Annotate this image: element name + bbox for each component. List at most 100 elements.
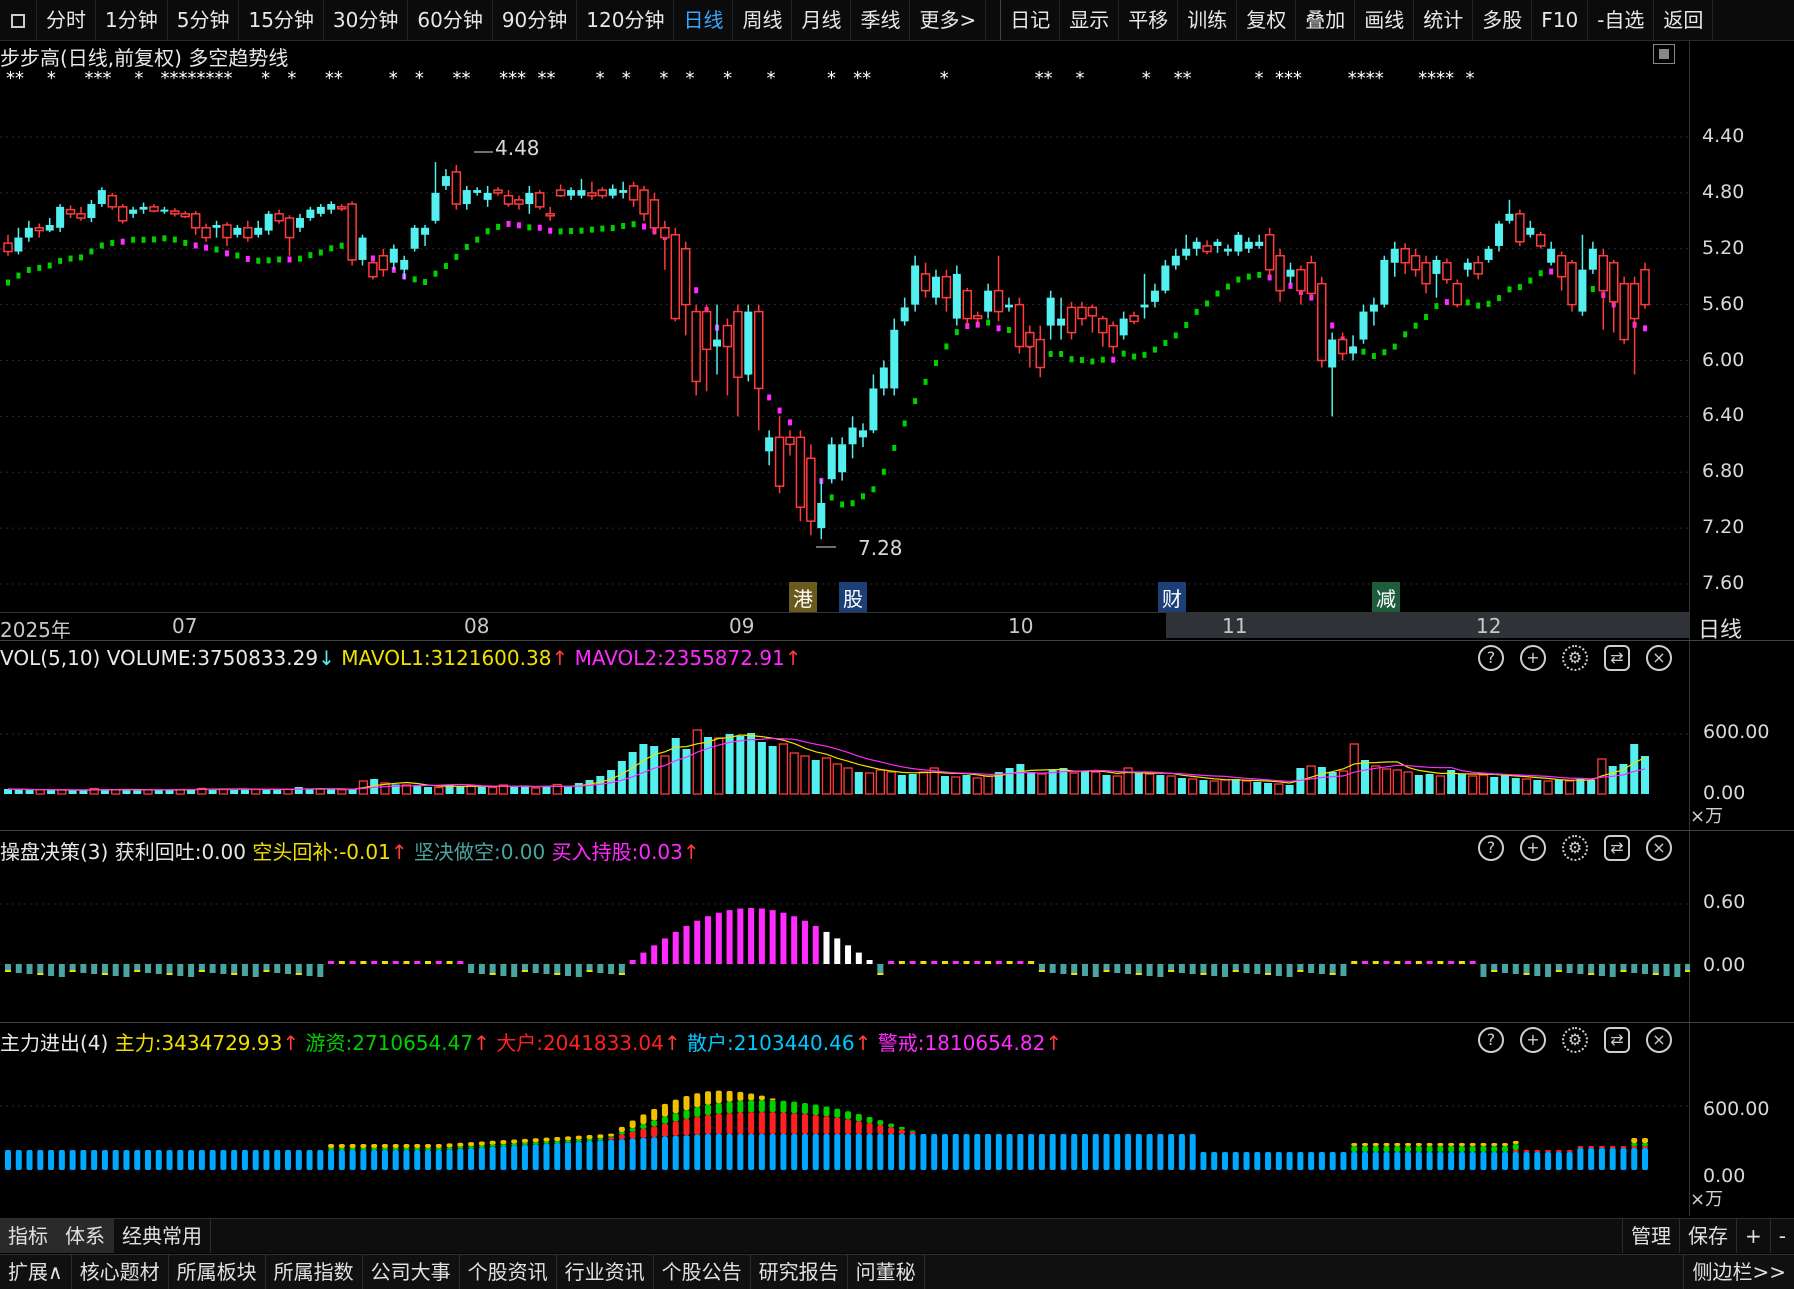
toolbar-item-4[interactable]: 30分钟 <box>324 0 409 40</box>
trend-dot <box>58 257 63 264</box>
retail-bar <box>1017 1134 1024 1170</box>
window-toggle-icon[interactable] <box>1653 44 1675 64</box>
menu-icon[interactable] <box>0 0 37 40</box>
candle-body <box>993 289 1004 313</box>
trend-dot <box>1590 286 1595 293</box>
expand-button[interactable]: 扩展∧ <box>0 1255 72 1289</box>
toolbar-item-16[interactable]: 训练 <box>1178 0 1238 40</box>
capital-legend: 主力进出(4) 主力:3434729.93↑ 游资:2710654.47↑ 大户… <box>0 1027 1062 1056</box>
tab-announcements[interactable]: 个股公告 <box>654 1255 751 1289</box>
switch-icon[interactable]: ⇄ <box>1604 645 1630 671</box>
toolbar-item-13[interactable]: 日记 <box>1000 0 1061 40</box>
switch-icon[interactable]: ⇄ <box>1604 1027 1630 1053</box>
buy-hold-bar <box>661 938 668 964</box>
settings-gear-icon[interactable]: ⚙ <box>1562 1027 1588 1053</box>
retail-bar <box>608 1139 615 1170</box>
candle-body <box>201 227 211 239</box>
candlestick-chart[interactable] <box>0 40 1794 640</box>
add-button[interactable]: + <box>1737 1219 1771 1253</box>
retail-bar <box>360 1150 367 1170</box>
toolbar-item-17[interactable]: 复权 <box>1237 0 1297 40</box>
help-icon[interactable]: ? <box>1478 645 1504 671</box>
toolbar-item-20[interactable]: 统计 <box>1414 0 1474 40</box>
event-tag-stock[interactable]: 股 <box>839 582 867 613</box>
event-tag-reduce[interactable]: 减 <box>1372 582 1400 613</box>
settings-gear-icon[interactable]: ⚙ <box>1562 645 1588 671</box>
trend-dot <box>1497 295 1502 302</box>
toolbar-item-10[interactable]: 月线 <box>792 0 852 40</box>
retail-bar <box>1211 1152 1218 1170</box>
toolbar-item-24[interactable]: 返回 <box>1654 0 1714 40</box>
toolbar-item-3[interactable]: 15分钟 <box>239 0 324 40</box>
event-tag-finance[interactable]: 财 <box>1158 582 1186 613</box>
toolbar-item-19[interactable]: 画线 <box>1355 0 1415 40</box>
event-tag-hk[interactable]: 港 <box>789 582 817 613</box>
buy-hold-bar <box>812 925 819 964</box>
volume-bar <box>725 734 734 794</box>
date-scroll-thumb[interactable] <box>1166 613 1690 638</box>
volume-bar <box>1414 775 1423 794</box>
zoom-in-icon[interactable]: + <box>1520 835 1546 861</box>
volume-chart[interactable] <box>0 680 1690 800</box>
firm-short-bar <box>1491 964 1498 972</box>
decision-chart[interactable] <box>0 870 1690 1020</box>
retail-bar <box>489 1146 496 1170</box>
tab-core-themes[interactable]: 核心题材 <box>72 1255 169 1289</box>
candle-body <box>336 206 347 210</box>
toolbar-item-21[interactable]: 多股 <box>1473 0 1533 40</box>
switch-icon[interactable]: ⇄ <box>1604 835 1630 861</box>
tab-stock-news[interactable]: 个股资讯 <box>460 1255 557 1289</box>
toolbar-item-8[interactable]: 日线 <box>674 0 734 40</box>
tab-industry-news[interactable]: 行业资讯 <box>557 1255 654 1289</box>
hot-money-bar <box>888 1123 895 1128</box>
candle-body <box>1608 261 1619 303</box>
tab-sectors[interactable]: 所属板块 <box>169 1255 266 1289</box>
zoom-in-icon[interactable]: + <box>1520 645 1546 671</box>
main-force-bar <box>500 1140 507 1145</box>
toolbar-item-22[interactable]: F10 <box>1532 0 1589 40</box>
tab-indices[interactable]: 所属指数 <box>266 1255 363 1289</box>
toolbar-item-14[interactable]: 显示 <box>1060 0 1120 40</box>
help-icon[interactable]: ? <box>1478 835 1504 861</box>
close-icon[interactable]: × <box>1646 835 1672 861</box>
firm-short-bar <box>554 964 561 975</box>
buy-hold-bar <box>694 920 701 964</box>
main-force-bar <box>683 1096 690 1111</box>
firm-short-bar <box>317 964 324 977</box>
save-button[interactable]: 保存 <box>1680 1219 1738 1253</box>
tab-company-events[interactable]: 公司大事 <box>363 1255 460 1289</box>
toolbar-item-11[interactable]: 季线 <box>851 0 911 40</box>
short-cover-bar <box>1426 961 1433 964</box>
firm-short-bar <box>123 964 130 977</box>
trend-dot <box>287 256 292 263</box>
tab-system[interactable]: 体系 <box>57 1219 114 1253</box>
toolbar-item-23[interactable]: -自选 <box>1588 0 1655 40</box>
remove-button[interactable]: - <box>1778 1224 1786 1248</box>
capital-flow-chart[interactable] <box>0 1060 1690 1180</box>
big-holder-bar <box>672 1121 679 1136</box>
trend-dot <box>1507 286 1512 293</box>
toolbar-item-6[interactable]: 90分钟 <box>493 0 578 40</box>
toolbar-item-7[interactable]: 120分钟 <box>577 0 675 40</box>
toolbar-item-1[interactable]: 1分钟 <box>96 0 168 40</box>
toolbar-item-15[interactable]: 平移 <box>1119 0 1179 40</box>
toolbar-item-0[interactable]: 分时 <box>37 0 96 40</box>
close-icon[interactable]: × <box>1646 645 1672 671</box>
tab-classic[interactable]: 经典常用 <box>114 1219 211 1253</box>
toolbar-item-12[interactable]: 更多> <box>910 0 987 40</box>
close-icon[interactable]: × <box>1646 1027 1672 1053</box>
tab-research-reports[interactable]: 研究报告 <box>751 1255 848 1289</box>
settings-gear-icon[interactable]: ⚙ <box>1562 835 1588 861</box>
tab-indicator[interactable]: 指标 <box>0 1219 57 1253</box>
toolbar-item-2[interactable]: 5分钟 <box>168 0 240 40</box>
zoom-in-icon[interactable]: + <box>1520 1027 1546 1053</box>
help-icon[interactable]: ? <box>1478 1027 1504 1053</box>
buy-hold-bar <box>705 916 712 964</box>
sidebar-toggle[interactable]: 侧边栏>> <box>1683 1255 1794 1289</box>
main-force-bar <box>511 1139 518 1144</box>
toolbar-item-18[interactable]: 叠加 <box>1296 0 1356 40</box>
manage-button[interactable]: 管理 <box>1622 1219 1681 1253</box>
tab-ask-secretary[interactable]: 问董秘 <box>848 1255 925 1289</box>
toolbar-item-5[interactable]: 60分钟 <box>408 0 493 40</box>
toolbar-item-9[interactable]: 周线 <box>733 0 793 40</box>
